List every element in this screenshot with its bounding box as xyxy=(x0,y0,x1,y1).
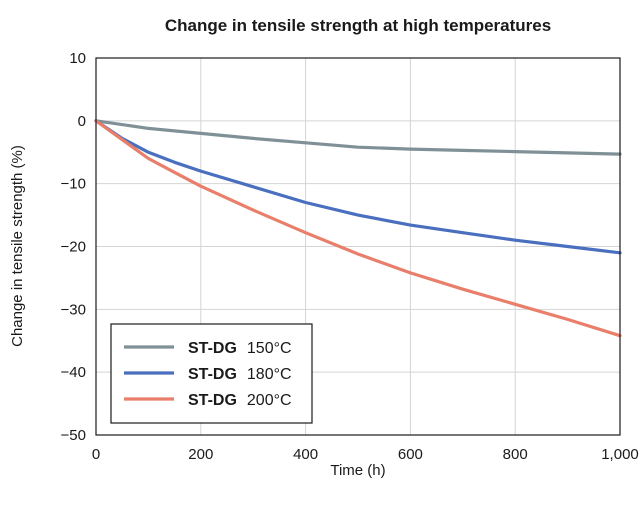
plot-frame xyxy=(95,57,621,436)
x-axis-ticks: 0 200 400 600 800 1,000 xyxy=(92,446,639,463)
y-tick-label: 10 xyxy=(69,50,86,67)
y-tick-label: −30 xyxy=(61,301,86,318)
chart-title: Change in tensile strength at high tempe… xyxy=(165,16,551,35)
y-tick-label: −10 xyxy=(61,176,86,193)
legend-temperature: 150°C xyxy=(247,340,292,357)
y-tick-label: −40 xyxy=(61,364,86,381)
x-tick-label: 200 xyxy=(188,446,213,463)
legend-series-name: ST-DG xyxy=(188,366,237,383)
legend: ST-DG 150°C ST-DG 180°C ST-DG 200°C xyxy=(110,323,313,424)
series-line-1 xyxy=(94,119,622,255)
legend-series-name: ST-DG xyxy=(188,392,237,409)
legend-entry-1: ST-DG 180°C xyxy=(188,366,292,383)
legend-entry-2: ST-DG 200°C xyxy=(188,392,292,409)
series-line-0 xyxy=(94,119,622,156)
legend-series-name: ST-DG xyxy=(188,340,237,357)
x-tick-label: 1,000 xyxy=(601,446,639,463)
y-tick-label: −20 xyxy=(61,239,86,256)
legend-temperature: 180°C xyxy=(247,366,292,383)
y-axis-label: Change in tensile strength (%) xyxy=(9,145,26,347)
y-axis-ticks: 10 0 −10 −20 −30 −40 −50 xyxy=(61,50,86,444)
series-lines xyxy=(94,119,622,338)
y-tick-label: −50 xyxy=(61,427,86,444)
x-tick-label: 0 xyxy=(92,446,100,463)
legend-entry-0: ST-DG 150°C xyxy=(188,340,292,357)
x-tick-label: 400 xyxy=(293,446,318,463)
legend-temperature: 200°C xyxy=(247,392,292,409)
x-tick-label: 800 xyxy=(503,446,528,463)
x-tick-label: 600 xyxy=(398,446,423,463)
series-line-2 xyxy=(94,119,622,338)
y-tick-label: 0 xyxy=(78,113,86,130)
x-axis-label: Time (h) xyxy=(330,462,385,479)
